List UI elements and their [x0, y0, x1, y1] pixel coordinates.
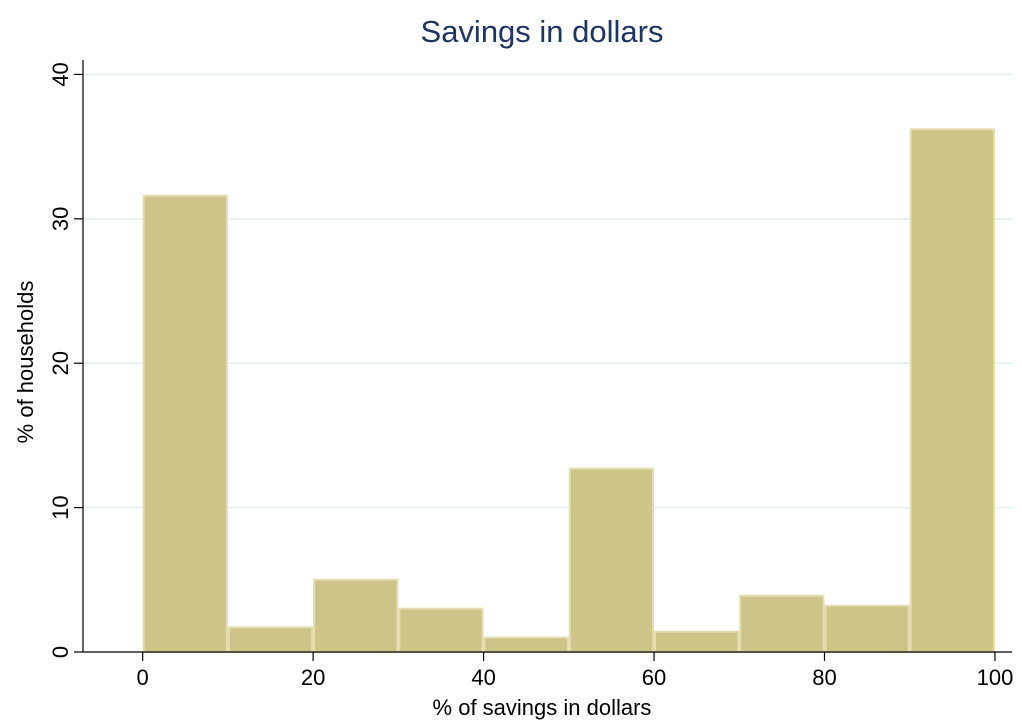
y-tick-label-10: 10	[48, 495, 73, 519]
x-tick-label-60: 60	[642, 665, 666, 690]
x-axis-label: % of savings in dollars	[433, 695, 652, 720]
x-tick-label-80: 80	[812, 665, 836, 690]
y-axis-label: % of households	[13, 281, 38, 444]
x-tick-label-100: 100	[977, 665, 1014, 690]
y-tick-label-20: 20	[48, 351, 73, 375]
x-tick-label-20: 20	[301, 665, 325, 690]
bar-30-40	[398, 607, 484, 653]
x-tick-label-40: 40	[471, 665, 495, 690]
bar-80-90	[824, 604, 910, 653]
gridlines	[83, 73, 1012, 509]
x-tick-label-0: 0	[137, 665, 149, 690]
bar-0-10	[142, 194, 228, 653]
bar-20-30	[313, 578, 399, 653]
y-tick-label-40: 40	[48, 62, 73, 86]
bars	[142, 128, 995, 654]
y-tick-label-30: 30	[48, 207, 73, 231]
bar-60-70	[654, 630, 740, 653]
chart-title: Savings in dollars	[421, 14, 664, 49]
bar-70-80	[739, 594, 825, 653]
bar-10-20	[227, 626, 314, 654]
axes	[74, 60, 1012, 661]
bar-90-100	[909, 128, 995, 653]
tick-labels: 0 20 40 60 80 100 0 10 20 30 40	[48, 62, 1013, 690]
bar-50-60	[568, 467, 655, 653]
y-tick-label-0: 0	[48, 646, 73, 658]
bar-40-50	[483, 636, 569, 653]
